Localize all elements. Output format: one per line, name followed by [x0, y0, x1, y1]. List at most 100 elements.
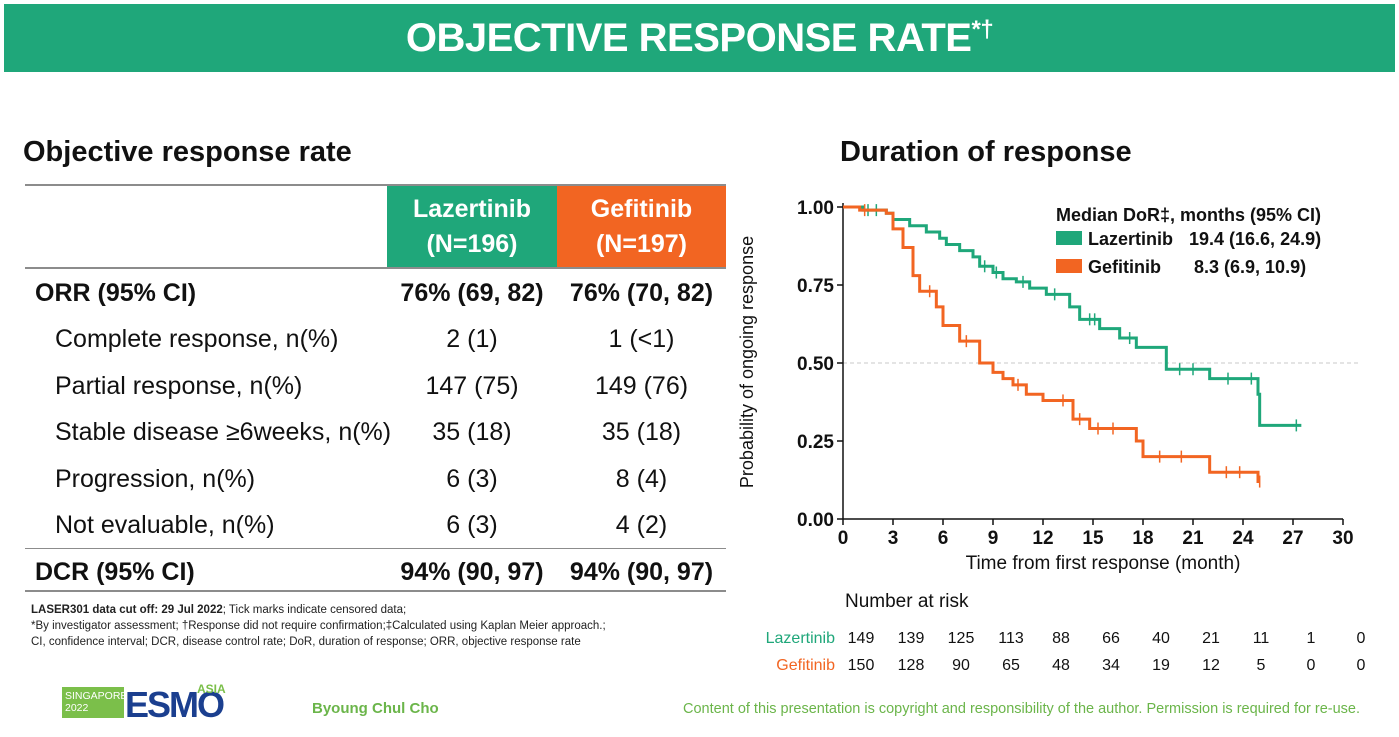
at-risk-count-gefitinib: 150: [848, 657, 875, 674]
x-tick-label: 24: [1232, 528, 1254, 549]
at-risk-count-lazertinib: 149: [848, 630, 875, 647]
author-name: Byoung Chul Cho: [312, 700, 439, 717]
table-header-rule: [25, 267, 726, 269]
y-tick-label: 1.00: [797, 198, 834, 219]
table-header-gefitinib: Gefitinib (N=197): [557, 185, 726, 268]
at-risk-count-lazertinib: 139: [898, 630, 925, 647]
legend-label-lazertinib: Lazertinib: [1088, 229, 1173, 249]
at-risk-count-lazertinib: 66: [1102, 630, 1120, 647]
logo-singapore-box: SINGAPORE 2022: [62, 687, 127, 718]
lazertinib-header-name: Lazertinib: [412, 194, 532, 223]
row-label: Progression, n(%): [55, 465, 256, 493]
km-curve-gefitinib: [843, 205, 1260, 484]
row-label: Stable disease ≥6weeks, n(%): [55, 418, 392, 446]
legend-title: Median DoR‡, months (95% CI): [1056, 205, 1321, 225]
lazertinib-header-n: (N=196): [426, 229, 518, 258]
table-row-partial-response: Partial response, n(%) 147 (75) 149 (76): [25, 364, 726, 408]
row-label: DCR (95% CI): [35, 558, 195, 586]
row-value-lazertinib: 76% (69, 82): [400, 279, 544, 307]
dor-section-title: Duration of response: [840, 136, 1132, 168]
x-tick-label: 18: [1132, 528, 1153, 549]
row-value-gefitinib: 35 (18): [601, 418, 682, 446]
x-tick-label: 30: [1332, 528, 1353, 549]
row-value-gefitinib: 8 (4): [615, 465, 668, 493]
row-value-lazertinib: 94% (90, 97): [400, 558, 544, 586]
km-chart: 0.00 0.25 0.50 0.75 1.00 0 3 6 9 12 15 18 21 24 27 30 Ti…: [737, 198, 1366, 674]
at-risk-count-gefitinib: 12: [1202, 657, 1220, 674]
legend-value-gefitinib: 8.3 (6.9, 10.9): [1194, 257, 1306, 277]
gefitinib-header-n: (N=197): [595, 229, 687, 258]
y-tick-label: 0.75: [797, 276, 834, 297]
copyright-notice: Content of this presentation is copyrigh…: [683, 701, 1361, 717]
footnote-line-3: CI, confidence interval; DCR, disease co…: [31, 636, 581, 648]
table-row-dcr: DCR (95% CI) 94% (90, 97) 94% (90, 97): [25, 550, 726, 594]
at-risk-count-gefitinib: 48: [1052, 657, 1070, 674]
gefitinib-header-name: Gefitinib: [590, 194, 693, 223]
y-axis-title: Probability of ongoing response: [737, 236, 757, 488]
number-at-risk-title: Number at risk: [845, 591, 969, 612]
at-risk-count-gefitinib: 65: [1002, 657, 1020, 674]
at-risk-count-gefitinib: 0: [1357, 657, 1366, 674]
at-risk-count-lazertinib: 125: [948, 630, 975, 647]
at-risk-count-gefitinib: 19: [1152, 657, 1170, 674]
x-tick-label: 27: [1282, 528, 1303, 549]
page-title: OBJECTIVE RESPONSE RATE*†: [405, 15, 994, 60]
x-tick-label: 9: [988, 528, 999, 549]
row-label: Complete response, n(%): [55, 325, 339, 353]
x-tick-label: 21: [1182, 528, 1204, 549]
at-risk-count-gefitinib: 90: [952, 657, 970, 674]
at-risk-count-lazertinib: 40: [1152, 630, 1170, 647]
row-value-lazertinib: 6 (3): [446, 511, 498, 539]
x-tick-label: 0: [838, 528, 849, 549]
y-tick-label: 0.50: [797, 354, 834, 375]
legend-label-gefitinib: Gefitinib: [1088, 257, 1161, 277]
title-footnote-marks: *†: [971, 15, 994, 43]
table-row-progression: Progression, n(%) 6 (3) 8 (4): [25, 457, 726, 501]
x-axis-title: Time from first response (month): [966, 553, 1241, 574]
row-value-lazertinib: 2 (1): [446, 325, 498, 353]
row-label: Not evaluable, n(%): [55, 511, 275, 539]
table-bottom-rule: [25, 590, 726, 592]
legend-swatch-lazertinib: [1056, 231, 1082, 245]
table-header-lazertinib: Lazertinib (N=196): [387, 185, 557, 268]
at-risk-count-gefitinib: 34: [1102, 657, 1120, 674]
footnote-line-2: *By investigator assessment; †Response d…: [31, 620, 606, 632]
x-tick-label: 6: [938, 528, 949, 549]
row-label: Partial response, n(%): [55, 372, 303, 400]
table-row-orr: ORR (95% CI) 76% (69, 82) 76% (70, 82): [25, 271, 726, 315]
row-value-lazertinib: 6 (3): [446, 465, 498, 493]
x-tick-label: 12: [1032, 528, 1053, 549]
at-risk-count-lazertinib: 88: [1052, 630, 1070, 647]
at-risk-count-lazertinib: 11: [1253, 630, 1270, 647]
at-risk-count-gefitinib: 0: [1307, 657, 1316, 674]
footnote-line-1-rest: ; Tick marks indicate censored data;: [222, 604, 407, 616]
at-risk-label-lazertinib: Lazertinib: [766, 630, 835, 647]
x-tick-label: 15: [1082, 528, 1104, 549]
km-curve-lazertinib: [843, 205, 1302, 427]
orr-section-title: Objective response rate: [23, 136, 352, 168]
at-risk-count-lazertinib: 0: [1357, 630, 1366, 647]
at-risk-count-lazertinib: 21: [1202, 630, 1220, 647]
data-cutoff-text: LASER301 data cut off: 29 Jul 2022: [31, 604, 223, 616]
row-value-lazertinib: 35 (18): [432, 418, 512, 446]
at-risk-label-gefitinib: Gefitinib: [776, 657, 835, 674]
row-value-lazertinib: 147 (75): [425, 372, 519, 400]
row-label: ORR (95% CI): [35, 279, 197, 307]
footnote-line-1: LASER301 data cut off: 29 Jul 2022; Tick…: [31, 602, 606, 618]
footnotes: LASER301 data cut off: 29 Jul 2022; Tick…: [31, 602, 606, 650]
table-top-rule: [25, 184, 726, 186]
x-tick-label: 3: [888, 528, 899, 549]
at-risk-count-gefitinib: 5: [1257, 657, 1266, 674]
at-risk-count-lazertinib: 113: [998, 630, 1024, 647]
y-tick-label: 0.25: [797, 432, 834, 453]
legend-swatch-gefitinib: [1056, 259, 1082, 273]
table-row-stable-disease: Stable disease ≥6weeks, n(%) 35 (18) 35 …: [25, 410, 726, 454]
row-value-gefitinib: 1 (<1): [608, 325, 675, 353]
table-row-not-evaluable: Not evaluable, n(%) 6 (3) 4 (2): [25, 503, 726, 547]
y-tick-label: 0.00: [797, 510, 834, 531]
at-risk-count-gefitinib: 128: [898, 657, 925, 674]
legend-value-lazertinib: 19.4 (16.6, 24.9): [1189, 229, 1321, 249]
row-value-gefitinib: 76% (70, 82): [569, 279, 714, 307]
row-value-gefitinib: 94% (90, 97): [569, 558, 714, 586]
title-banner: OBJECTIVE RESPONSE RATE*†: [4, 4, 1395, 72]
